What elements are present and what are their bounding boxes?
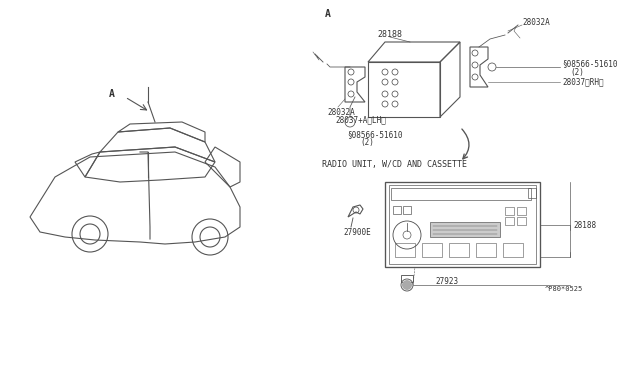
Bar — [503, 243, 523, 257]
Text: ^P80*0525: ^P80*0525 — [545, 286, 583, 292]
Text: 27923: 27923 — [435, 278, 458, 286]
Bar — [528, 188, 536, 198]
Text: A: A — [109, 89, 115, 99]
Bar — [403, 206, 411, 214]
Bar — [476, 243, 496, 257]
Circle shape — [402, 280, 412, 290]
Bar — [393, 206, 401, 214]
Text: 28037+A（LH）: 28037+A（LH） — [335, 115, 386, 125]
Bar — [430, 222, 500, 237]
Text: 28037（RH）: 28037（RH） — [562, 77, 604, 87]
Text: (2): (2) — [360, 138, 374, 147]
Bar — [422, 243, 442, 257]
Text: A: A — [325, 9, 331, 19]
Bar — [449, 243, 469, 257]
Text: 28188: 28188 — [573, 221, 596, 230]
Bar — [505, 207, 514, 215]
Text: RADIO UNIT, W/CD AND CASSETTE: RADIO UNIT, W/CD AND CASSETTE — [323, 160, 467, 169]
Text: 28188: 28188 — [378, 29, 403, 38]
Bar — [517, 207, 526, 215]
Bar — [505, 217, 514, 225]
Bar — [389, 185, 536, 264]
FancyArrowPatch shape — [462, 129, 469, 159]
Text: 27900E: 27900E — [343, 228, 371, 237]
Text: §08566-51610: §08566-51610 — [347, 131, 403, 140]
Bar — [385, 182, 540, 267]
Bar — [395, 243, 415, 257]
Text: §08566-51610: §08566-51610 — [562, 60, 618, 68]
Bar — [391, 188, 531, 200]
Text: 28032A: 28032A — [327, 108, 355, 116]
Text: 28032A: 28032A — [522, 17, 550, 26]
Bar — [517, 217, 526, 225]
Text: (2): (2) — [570, 67, 584, 77]
